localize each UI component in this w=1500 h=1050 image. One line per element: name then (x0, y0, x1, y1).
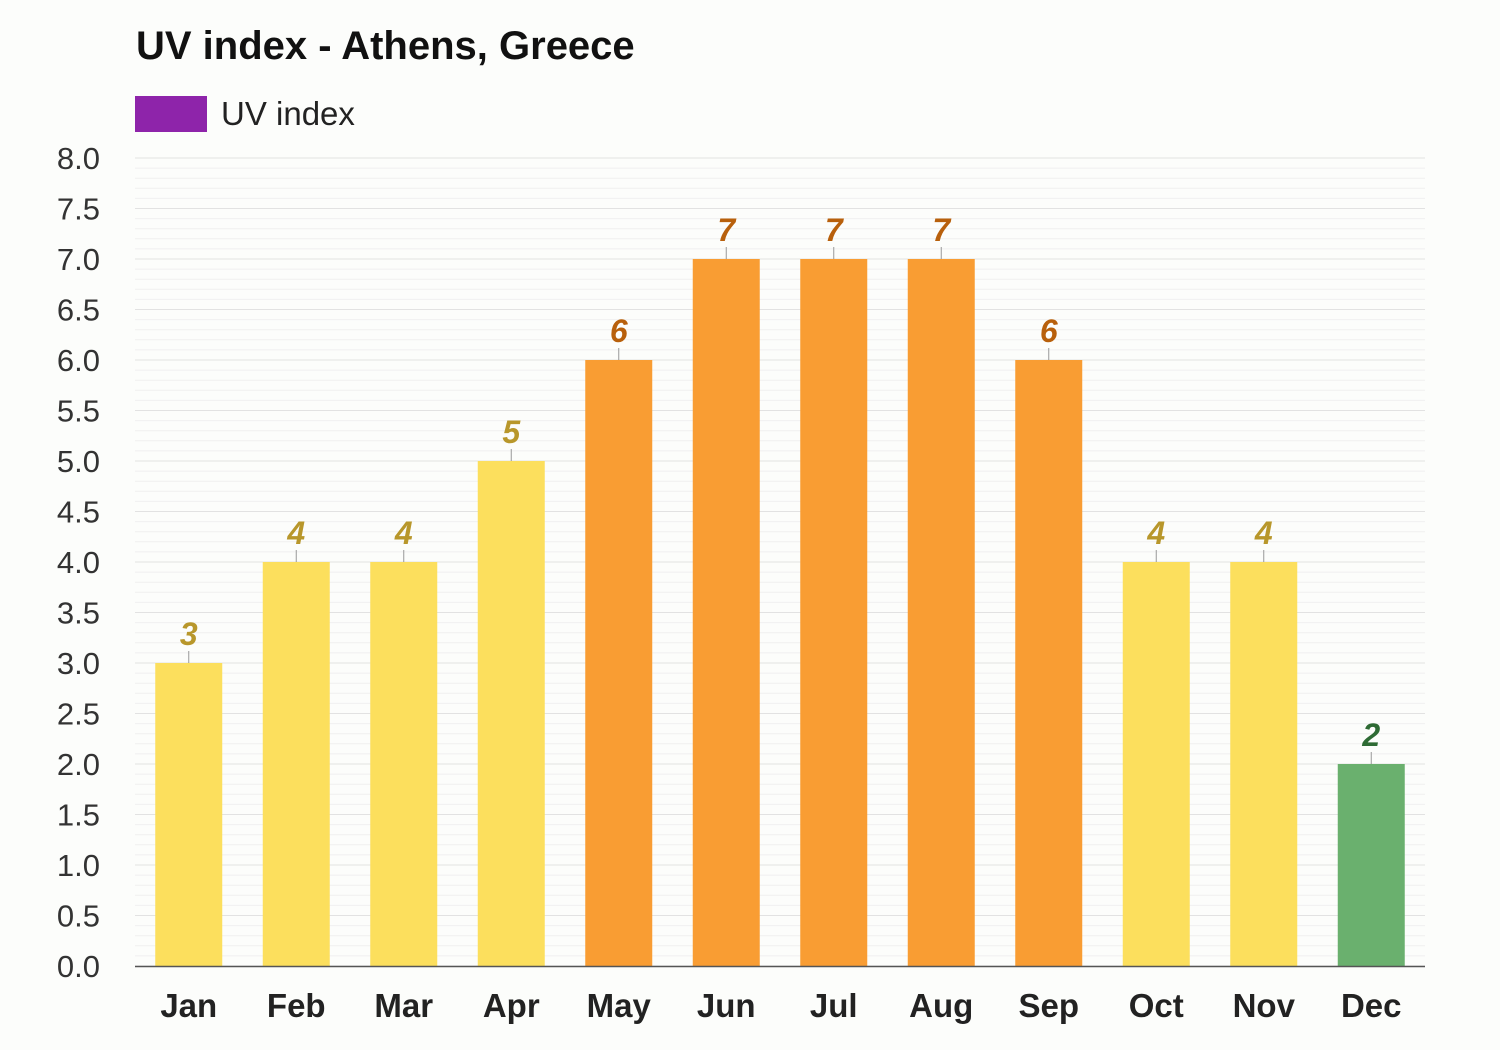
data-label: 4 (1254, 515, 1273, 551)
data-label: 5 (502, 414, 521, 450)
data-label: 7 (717, 212, 737, 248)
bar (155, 663, 223, 966)
x-tick-label: Nov (1233, 987, 1296, 1024)
legend[interactable]: UV index (135, 95, 355, 133)
y-tick-label: 6.0 (57, 343, 100, 378)
y-tick-label: 2.0 (57, 747, 100, 782)
data-label: 7 (932, 212, 952, 248)
bar (907, 259, 975, 966)
y-tick-label: 0.0 (57, 949, 100, 984)
data-label: 2 (1361, 717, 1380, 753)
bar (585, 360, 653, 966)
y-tick-label: 8.0 (57, 141, 100, 176)
x-tick-label: Jun (697, 987, 756, 1024)
bar (1230, 562, 1298, 966)
y-tick-label: 5.0 (57, 444, 100, 479)
bar (262, 562, 330, 966)
bar (692, 259, 760, 966)
bar (370, 562, 438, 966)
bar (1015, 360, 1083, 966)
x-tick-label: Aug (909, 987, 973, 1024)
y-tick-label: 3.5 (57, 596, 100, 631)
x-tick-label: Apr (483, 987, 540, 1024)
data-label: 3 (180, 616, 198, 652)
chart-title: UV index - Athens, Greece (136, 24, 635, 68)
x-tick-label: Oct (1129, 987, 1184, 1024)
x-tick-label: Sep (1018, 987, 1079, 1024)
bar (800, 259, 868, 966)
y-tick-label: 7.0 (57, 242, 100, 277)
data-label: 4 (1146, 515, 1165, 551)
data-label: 7 (825, 212, 845, 248)
bar (1337, 764, 1405, 966)
y-tick-label: 2.5 (57, 697, 100, 732)
x-tick-label: May (587, 987, 652, 1024)
bar (1122, 562, 1190, 966)
bar (477, 461, 545, 966)
y-tick-label: 6.5 (57, 293, 100, 328)
y-tick-label: 0.5 (57, 899, 100, 934)
x-tick-label: Jan (160, 987, 217, 1024)
data-label: 4 (394, 515, 413, 551)
x-tick-label: Dec (1341, 987, 1402, 1024)
y-tick-label: 1.0 (57, 848, 100, 883)
y-tick-label: 5.5 (57, 394, 100, 429)
data-label: 4 (286, 515, 305, 551)
x-tick-label: Jul (810, 987, 858, 1024)
y-tick-label: 7.5 (57, 192, 100, 227)
y-tick-label: 3.0 (57, 646, 100, 681)
legend-label: UV index (221, 95, 355, 132)
y-tick-label: 4.0 (57, 545, 100, 580)
data-label: 6 (610, 313, 628, 349)
data-label: 6 (1040, 313, 1058, 349)
y-tick-label: 4.5 (57, 495, 100, 530)
y-tick-label: 1.5 (57, 798, 100, 833)
legend-swatch (135, 96, 207, 132)
x-tick-label: Mar (374, 987, 433, 1024)
x-tick-label: Feb (267, 987, 326, 1024)
